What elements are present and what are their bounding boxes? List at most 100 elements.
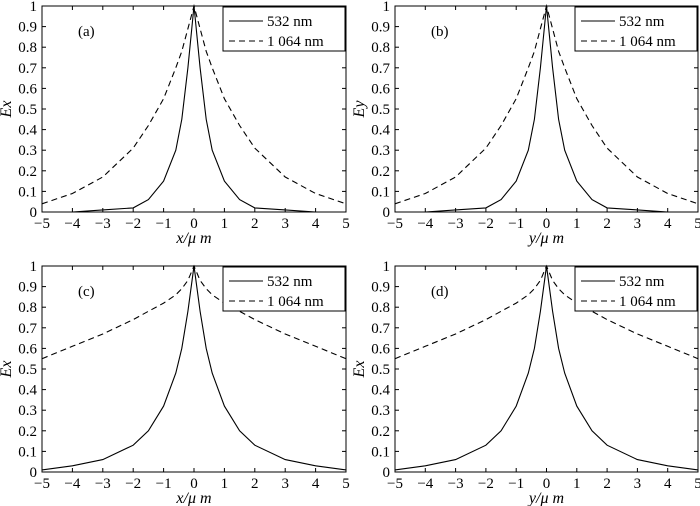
y-axis-label: Ex (0, 361, 15, 379)
x-tick-label: 3 (281, 476, 289, 492)
x-tick-label: 4 (664, 476, 672, 492)
x-tick-label: 2 (251, 216, 259, 232)
y-tick-label: 0.6 (18, 341, 37, 357)
x-tick-label: −2 (125, 476, 141, 492)
y-tick-label: 0.4 (18, 123, 37, 139)
y-tick-label: 0.8 (18, 300, 37, 316)
y-tick-label: 0.4 (371, 123, 390, 139)
x-tick-label: 1 (221, 476, 229, 492)
series-line (41, 264, 347, 360)
y-axis-label: Ex (351, 361, 368, 379)
y-tick-label: 0 (383, 465, 391, 481)
y-tick-label: 1 (30, 0, 38, 15)
y-tick-label: 0.7 (18, 321, 37, 337)
y-tick-label: 0 (30, 205, 38, 221)
y-tick-label: 0.3 (18, 403, 37, 419)
x-tick-label: 2 (251, 476, 259, 492)
x-tick-label: 4 (312, 476, 320, 492)
y-tick-label: 0.1 (18, 444, 37, 460)
y-tick-label: 0.4 (18, 383, 37, 399)
x-tick-label: 3 (634, 476, 642, 492)
x-tick-label: 2 (603, 216, 611, 232)
x-tick-label: −4 (417, 216, 433, 232)
x-axis-label: y/μ m (527, 230, 564, 247)
panel-label: (d) (431, 284, 449, 300)
y-tick-label: 0.3 (371, 403, 390, 419)
legend-box (574, 6, 698, 52)
y-tick-label: 0.9 (18, 20, 37, 36)
y-tick-label: 0.1 (371, 444, 390, 460)
x-tick-label: 0 (190, 216, 198, 232)
x-tick-label: 0 (543, 216, 551, 232)
x-tick-label: 5 (694, 216, 700, 232)
x-tick-label: 3 (281, 216, 289, 232)
legend-label: 532 nm (267, 14, 313, 30)
y-tick-label: 0.6 (371, 81, 390, 97)
y-tick-label: 0.5 (371, 102, 390, 118)
legend-box (222, 266, 346, 312)
y-tick-label: 0.5 (371, 362, 390, 378)
y-tick-label: 0.8 (371, 40, 390, 56)
y-tick-label: 0.1 (371, 184, 390, 200)
legend-box (574, 266, 698, 312)
x-tick-label: −5 (387, 216, 403, 232)
x-tick-label: 0 (543, 476, 551, 492)
x-tick-label: −3 (448, 216, 464, 232)
x-tick-label: −5 (387, 476, 403, 492)
chart-panel: −5 −4 −3 −2 −1 0 1 2 3 4 5 0 0.1 0.2 0.3 0.4 0.5 0.6 0.7 0.… (351, 259, 700, 506)
x-tick-label: 1 (573, 476, 581, 492)
x-tick-label: −1 (508, 476, 524, 492)
y-tick-label: 0.7 (371, 321, 390, 337)
series-line (394, 3, 699, 205)
x-tick-label: −1 (156, 216, 172, 232)
x-tick-label: −4 (417, 476, 433, 492)
x-tick-label: 2 (603, 476, 611, 492)
y-tick-label: 0.8 (371, 300, 390, 316)
x-tick-label: −1 (156, 476, 172, 492)
y-tick-label: 1 (383, 259, 391, 275)
x-axis-label: x/μ m (175, 490, 211, 506)
y-tick-label: 0.6 (371, 341, 390, 357)
y-tick-label: 1 (30, 259, 38, 275)
legend-label: 532 nm (267, 274, 313, 290)
x-tick-label: 5 (342, 216, 350, 232)
legend-box (222, 6, 346, 52)
panel-label: (a) (78, 24, 95, 40)
y-tick-label: 0.7 (18, 61, 37, 77)
x-tick-label: −2 (478, 476, 494, 492)
x-tick-label: 3 (634, 216, 642, 232)
y-tick-label: 0.2 (371, 424, 390, 440)
panel-label: (c) (78, 284, 95, 300)
x-tick-label: 5 (694, 476, 700, 492)
x-tick-label: −1 (508, 216, 524, 232)
chart-panel: −5 −4 −3 −2 −1 0 1 2 3 4 5 0 0.1 0.2 0.3 0.4 0.5 0.6 0.7 0.… (0, 0, 350, 247)
y-tick-label: 0.2 (18, 424, 37, 440)
x-axis-label: y/μ m (527, 490, 564, 506)
legend-label: 532 nm (619, 274, 665, 290)
chart-panel: −5 −4 −3 −2 −1 0 1 2 3 4 5 0 0.1 0.2 0.3 0.4 0.5 0.6 0.7 0.… (0, 259, 350, 506)
y-tick-label: 0.2 (18, 164, 37, 180)
x-tick-label: 5 (342, 476, 350, 492)
legend-label: 1 064 nm (619, 34, 676, 50)
x-tick-label: 1 (573, 216, 581, 232)
series-line (41, 3, 347, 205)
y-tick-label: 0.9 (371, 280, 390, 296)
y-tick-label: 0.3 (371, 143, 390, 159)
y-tick-label: 0 (30, 465, 38, 481)
y-tick-label: 0 (383, 205, 391, 221)
panel-label: (b) (431, 24, 449, 40)
x-tick-label: 4 (312, 216, 320, 232)
x-tick-label: −2 (478, 216, 494, 232)
x-tick-label: −4 (64, 216, 80, 232)
y-tick-label: 0.3 (18, 143, 37, 159)
x-tick-label: −5 (34, 476, 50, 492)
legend-label: 1 064 nm (267, 34, 324, 50)
x-tick-label: 1 (221, 216, 229, 232)
x-axis-label: x/μ m (175, 230, 211, 247)
chart-panel: −5 −4 −3 −2 −1 0 1 2 3 4 5 0 0.1 0.2 0.3 0.4 0.5 0.6 0.7 0.… (351, 0, 700, 247)
y-tick-label: 0.1 (18, 184, 37, 200)
legend-label: 1 064 nm (267, 294, 324, 310)
x-tick-label: −5 (34, 216, 50, 232)
x-tick-label: −3 (95, 216, 111, 232)
